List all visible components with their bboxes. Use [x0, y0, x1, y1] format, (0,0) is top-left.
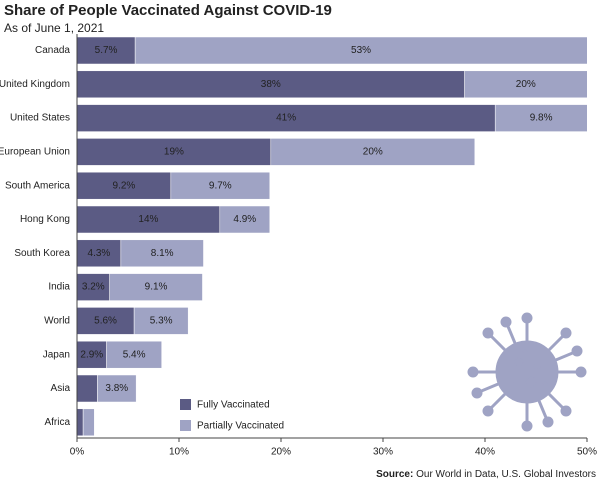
chart-title: Share of People Vaccinated Against COVID… [4, 2, 332, 19]
data-label: 8.1% [151, 248, 174, 259]
plot-area [77, 36, 587, 437]
bar-segment [77, 374, 98, 403]
source-text: Our World in Data, U.S. Global Investors [416, 469, 596, 480]
data-label: 53% [351, 45, 371, 56]
data-label: 9.7% [209, 180, 232, 191]
bar-segment [97, 374, 137, 403]
legend-swatch [180, 420, 191, 431]
y-tick-label: United States [10, 113, 70, 124]
x-tick-label: 20% [271, 447, 291, 458]
y-tick-label: South Korea [14, 248, 70, 259]
bar-segment [77, 273, 110, 301]
bar-segment [77, 70, 465, 99]
legend-label: Partially Vaccinated [197, 421, 284, 432]
y-tick-label: Hong Kong [20, 214, 70, 225]
data-label: 38% [261, 79, 281, 90]
y-tick-label: Canada [35, 45, 70, 56]
y-tick-label: South America [5, 180, 70, 191]
x-tick-label: 30% [373, 447, 393, 458]
data-label: 5.3% [150, 316, 173, 327]
legend-swatch [180, 399, 191, 410]
bar-segment [77, 205, 221, 234]
bar-segment [106, 340, 162, 369]
data-label: 20% [516, 79, 536, 90]
y-tick-label: Asia [51, 383, 71, 394]
data-label: 2.9% [80, 349, 103, 360]
y-tick-label: European Union [0, 147, 70, 158]
chart-subtitle: As of June 1, 2021 [4, 21, 104, 35]
bar-segment [494, 104, 587, 132]
y-tick-label: World [44, 316, 70, 327]
y-tick-label: Africa [44, 417, 70, 428]
bar-segment [120, 239, 204, 268]
data-label: 5.7% [95, 45, 118, 56]
bar-segment [77, 36, 136, 65]
x-tick-label: 40% [475, 447, 495, 458]
data-label: 9.2% [113, 180, 136, 191]
data-label: 5.4% [123, 349, 146, 360]
data-label: 9.1% [145, 282, 168, 293]
data-label: 3.8% [105, 383, 128, 394]
data-label: 4.9% [233, 214, 256, 225]
bar-segment [134, 36, 587, 65]
data-label: 19% [164, 147, 184, 158]
data-label: 4.3% [88, 248, 111, 259]
bar-segment [77, 307, 135, 335]
bar-segment [77, 408, 84, 437]
data-label: 14% [138, 214, 158, 225]
bar-segment [77, 138, 272, 166]
data-label: 41% [276, 113, 296, 124]
bar-segment [464, 70, 587, 99]
bar-segment [133, 307, 189, 335]
y-tick-label: United Kingdom [0, 79, 70, 90]
source: Source: Our World in Data, U.S. Global I… [376, 469, 596, 480]
y-tick-label: Japan [43, 349, 70, 360]
bar-segment [170, 171, 271, 200]
y-tick-label: India [48, 282, 70, 293]
data-label: 20% [363, 147, 383, 158]
bar-segment [219, 205, 271, 234]
bar-segment [77, 340, 107, 369]
virus-icon [467, 312, 587, 432]
data-label: 9.8% [530, 113, 553, 124]
x-tick-label: 50% [577, 447, 597, 458]
x-tick-label: 0% [70, 447, 85, 458]
source-label: Source: [376, 469, 413, 480]
data-label: 5.6% [94, 316, 117, 327]
bar-segment [82, 408, 95, 437]
bar-segment [109, 273, 203, 301]
data-label: 3.2% [82, 282, 105, 293]
legend-label: Fully Vaccinated [197, 400, 270, 411]
bar-segment [77, 171, 172, 200]
bar-segment [270, 138, 476, 166]
x-tick-label: 10% [169, 447, 189, 458]
bar-segment [77, 104, 496, 132]
